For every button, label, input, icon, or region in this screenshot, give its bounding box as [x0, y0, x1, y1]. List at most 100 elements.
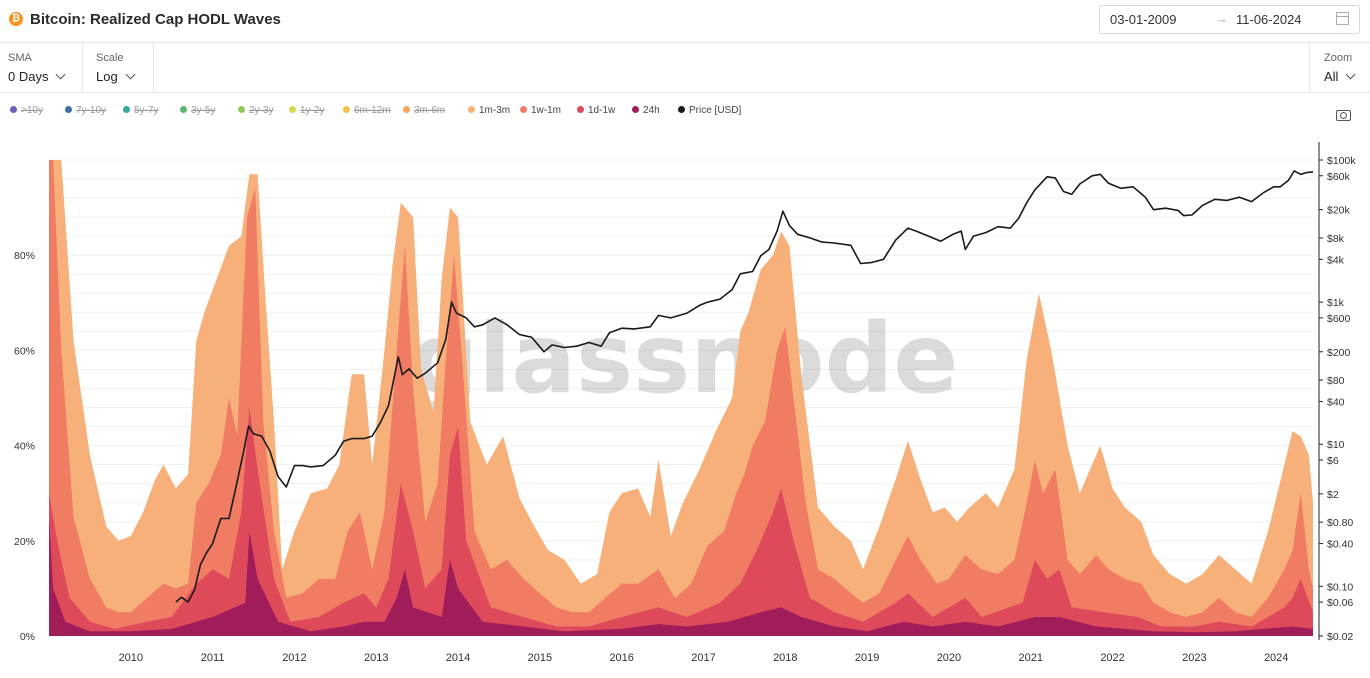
legend-label: 3y-5y: [191, 105, 216, 116]
x-tick-label: 2014: [446, 652, 470, 664]
chart-controls: SMA 0 Days Scale Log Zoom All: [0, 43, 1370, 93]
y-tick-label: 20%: [14, 536, 35, 548]
y-tick-label: $4k: [1327, 254, 1345, 266]
legend-label: 1m-3m: [479, 105, 511, 116]
legend-item[interactable]: 24h: [632, 105, 660, 116]
legend-label: 5y-7y: [134, 105, 159, 116]
x-tick-label: 2017: [691, 652, 715, 664]
y-tick-label: $0.80: [1327, 517, 1353, 529]
y-tick-label: $6: [1327, 455, 1339, 467]
legend-item[interactable]: Price [USD]: [678, 105, 741, 116]
divider: [82, 43, 83, 92]
y-tick-label: $8k: [1327, 233, 1345, 245]
zoom-label: Zoom: [1324, 52, 1353, 64]
sma-value: 0 Days: [8, 69, 49, 84]
area-1w-1m: [49, 160, 1313, 636]
chevron-down-icon: [1346, 69, 1356, 80]
legend-item[interactable]: >10y: [10, 105, 43, 116]
y-tick-label: $1k: [1327, 297, 1345, 309]
y-tick-label: $60k: [1327, 171, 1351, 183]
legend-item[interactable]: 3y-5y: [180, 105, 215, 116]
y-tick-label: $100k: [1327, 155, 1356, 167]
y-tick-label: 80%: [14, 250, 35, 262]
bitcoin-icon: ₿: [9, 12, 23, 26]
x-tick-label: 2019: [855, 652, 879, 664]
legend-item[interactable]: 3m-6m: [403, 105, 445, 116]
scale-select[interactable]: Scale Log: [96, 43, 151, 92]
x-tick-label: 2015: [528, 652, 552, 664]
x-tick-label: 2022: [1100, 652, 1124, 664]
x-tick-label: 2012: [282, 652, 306, 664]
price-line: [175, 170, 1314, 603]
legend-item[interactable]: 7y-10y: [65, 105, 106, 116]
legend-dot-icon: [123, 106, 130, 113]
legend-item[interactable]: 1w-1m: [520, 105, 561, 116]
divider: [153, 43, 154, 92]
legend-label: 3m-6m: [414, 105, 446, 116]
legend-item[interactable]: 1m-3m: [468, 105, 510, 116]
x-tick-label: 2024: [1264, 652, 1288, 664]
x-tick-label: 2018: [773, 652, 797, 664]
x-tick-label: 2011: [201, 652, 225, 664]
legend-item[interactable]: 1y-2y: [289, 105, 324, 116]
legend-item[interactable]: 6m-12m: [343, 105, 391, 116]
legend-dot-icon: [468, 106, 475, 113]
y-tick-label: 0%: [20, 631, 35, 643]
scale-value: Log: [96, 69, 118, 84]
legend-dot-icon: [180, 106, 187, 113]
chart-title: Bitcoin: Realized Cap HODL Waves: [30, 11, 281, 28]
arrow-right-icon: →: [1215, 11, 1228, 26]
legend-label: 1y-2y: [300, 105, 325, 116]
legend-dot-icon: [403, 106, 410, 113]
legend-label: 1d-1w: [588, 105, 616, 116]
x-tick-label: 2010: [119, 652, 143, 664]
legend-dot-icon: [520, 106, 527, 113]
area-1d-1w: [49, 407, 1313, 636]
sma-label: SMA: [8, 52, 32, 64]
area-1m-3m: [49, 160, 1313, 636]
calendar-icon[interactable]: [1336, 12, 1349, 25]
legend-dot-icon: [632, 106, 639, 113]
y-tick-label: $40: [1327, 396, 1345, 408]
legend-item[interactable]: 1d-1w: [577, 105, 615, 116]
chevron-down-icon: [125, 69, 136, 80]
legend-dot-icon: [343, 106, 350, 113]
x-tick-label: 2013: [364, 652, 388, 664]
date-to[interactable]: 11-06-2024: [1236, 12, 1302, 27]
x-tick-label: 2021: [1019, 652, 1043, 664]
y-tick-label: $600: [1327, 313, 1351, 325]
legend-label: 24h: [643, 105, 660, 116]
legend-label: >10y: [21, 105, 43, 116]
chevron-down-icon: [56, 69, 66, 80]
divider: [1309, 43, 1310, 92]
chart-header: ₿ Bitcoin: Realized Cap HODL Waves 03-01…: [0, 0, 1370, 43]
y-tick-label: 40%: [14, 441, 35, 453]
sma-select[interactable]: SMA 0 Days: [8, 43, 78, 92]
x-tick-label: 2020: [937, 652, 961, 664]
legend-item[interactable]: 5y-7y: [123, 105, 158, 116]
y-tick-label: $0.02: [1327, 631, 1353, 643]
legend-dot-icon: [10, 106, 17, 113]
legend-label: 2y-3y: [249, 105, 274, 116]
legend-dot-icon: [289, 106, 296, 113]
legend-label: 6m-12m: [354, 105, 391, 116]
camera-icon[interactable]: [1336, 110, 1351, 121]
y-tick-label: $10: [1327, 439, 1345, 451]
date-from[interactable]: 03-01-2009: [1110, 12, 1177, 27]
zoom-value: All: [1324, 69, 1339, 84]
legend-item[interactable]: 2y-3y: [238, 105, 273, 116]
y-tick-label: $0.10: [1327, 581, 1353, 593]
x-tick-label: 2016: [609, 652, 633, 664]
legend-label: 1w-1m: [531, 105, 562, 116]
y-tick-label: $20k: [1327, 205, 1351, 217]
legend-dot-icon: [238, 106, 245, 113]
legend-dot-icon: [65, 106, 72, 113]
legend-dot-icon: [678, 106, 685, 113]
legend-label: Price [USD]: [689, 105, 742, 116]
zoom-select[interactable]: Zoom All: [1324, 43, 1364, 92]
y-tick-label: $0.40: [1327, 539, 1353, 551]
date-range-picker[interactable]: 03-01-2009 → 11-06-2024: [1099, 5, 1360, 34]
legend-dot-icon: [577, 106, 584, 113]
scale-label: Scale: [96, 52, 124, 64]
hodl-waves-chart: glassnode 0%20%40%60%80%$0.02$0.06$0.10$…: [14, 142, 1356, 664]
